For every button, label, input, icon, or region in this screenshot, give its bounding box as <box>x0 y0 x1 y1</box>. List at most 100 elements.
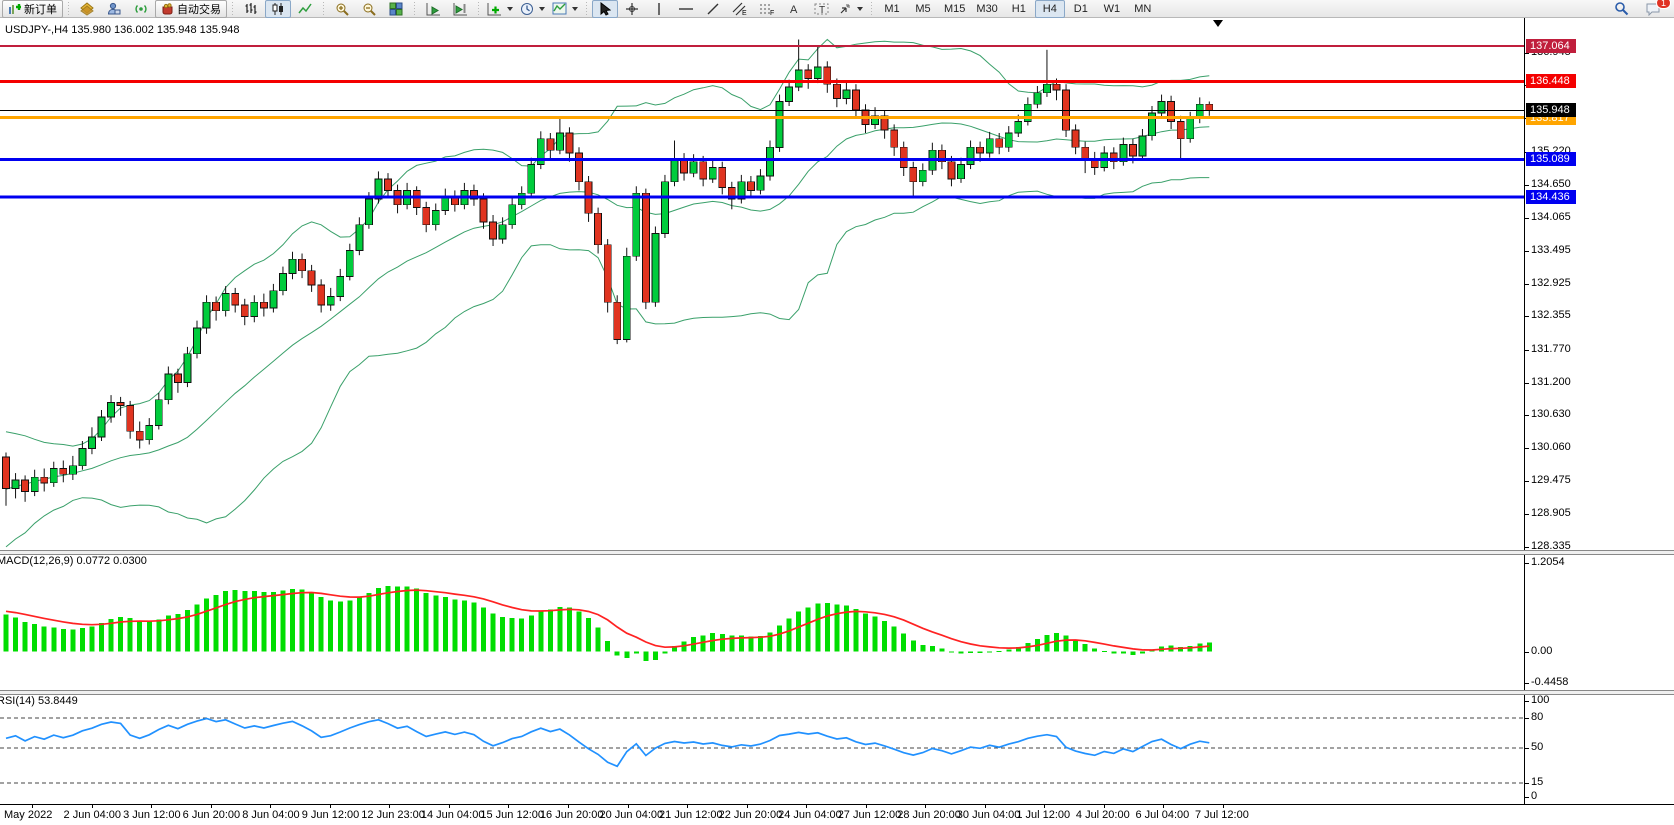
chart-shift-marker[interactable] <box>1213 20 1223 27</box>
rsi-tick-label: 100 <box>1531 694 1550 706</box>
axis-tick-mark <box>1525 701 1529 702</box>
chart-plot-area[interactable]: USDJPY-,H4 135.980 136.002 135.948 135.9… <box>0 18 1524 804</box>
fibonacci-button[interactable]: F <box>754 0 780 18</box>
time-tick-label: 6 Jun 20:00 <box>182 809 241 821</box>
auto-trading-button[interactable]: 自动交易 <box>155 0 227 18</box>
time-tick-mark <box>687 805 689 808</box>
price-level-badge: 134.436 <box>1526 190 1576 204</box>
signals-icon <box>134 2 148 16</box>
tf-button-m5[interactable]: M5 <box>915 2 931 15</box>
line-chart-button[interactable] <box>292 0 318 18</box>
pane-splitter-macd[interactable] <box>0 550 1674 555</box>
time-tick-label: 2 Jun 04:00 <box>63 809 122 821</box>
time-tick-mark <box>1163 805 1165 808</box>
tf-button-m30[interactable]: M30 <box>976 2 998 15</box>
crosshair-button[interactable] <box>619 0 645 18</box>
price-level-badge: 135.089 <box>1526 152 1576 166</box>
signals-button[interactable] <box>128 0 154 18</box>
rsi-tick-label: 0 <box>1531 790 1538 802</box>
pane-splitter-rsi[interactable] <box>0 690 1674 695</box>
candlestick-chart-button[interactable] <box>265 0 291 18</box>
time-tick-label: 15 Jun 12:00 <box>480 809 545 821</box>
trendline-button[interactable] <box>700 0 726 18</box>
indicators-button[interactable] <box>484 0 516 18</box>
text-label-button[interactable]: T <box>808 0 834 18</box>
market-watch-icon <box>79 1 95 16</box>
arrows-button[interactable] <box>835 0 866 18</box>
horizontal-line-icon <box>678 2 694 16</box>
chart-canvas[interactable] <box>0 18 1524 804</box>
time-tick-label: 28 Jun 20:00 <box>897 809 961 821</box>
toolbar-grip <box>412 1 417 16</box>
time-tick-mark <box>865 805 867 808</box>
time-tick-mark <box>91 805 93 808</box>
tf-button-h4[interactable]: H4 <box>1034 0 1065 18</box>
axis-tick-mark <box>1525 718 1529 719</box>
time-tick-mark <box>1044 805 1046 808</box>
svg-text:F: F <box>770 10 774 16</box>
new-order-icon <box>8 2 21 15</box>
toolbar-right: 1 <box>1608 0 1674 18</box>
new-order-button[interactable]: 新订单 <box>2 0 63 18</box>
indicators-icon <box>487 2 502 16</box>
channel-button[interactable]: E <box>727 0 753 18</box>
tf-button-w1[interactable]: W1 <box>1103 2 1121 15</box>
auto-scroll-icon <box>426 2 441 16</box>
chart-shift-icon <box>453 2 468 16</box>
templates-button[interactable] <box>549 0 581 18</box>
time-tick-mark <box>32 805 33 808</box>
price-tick-label: 132.925 <box>1531 277 1571 289</box>
toolbar-grip <box>321 1 326 16</box>
auto-scroll-button[interactable] <box>420 0 446 18</box>
tf-button-m1[interactable]: M1 <box>884 2 900 15</box>
svg-text:E: E <box>742 10 747 16</box>
chat-button[interactable]: 1 <box>1640 0 1671 18</box>
rsi-tick-label: 15 <box>1531 776 1544 788</box>
axis-tick-mark <box>1525 53 1529 54</box>
zoom-out-button[interactable] <box>356 0 382 18</box>
axis-tick-mark <box>1525 383 1529 384</box>
tf-button-d1[interactable]: D1 <box>1073 2 1088 15</box>
zoom-out-icon <box>362 2 376 16</box>
periods-button[interactable] <box>517 0 548 18</box>
time-tick-label: 3 Jun 12:00 <box>123 809 181 821</box>
time-tick-mark <box>448 805 450 808</box>
time-tick-label: 16 Jun 20:00 <box>539 809 604 821</box>
price-axis[interactable]: 136.945136.380135.805135.220134.650134.0… <box>1524 18 1674 804</box>
tf-button-h1[interactable]: H1 <box>1011 2 1026 15</box>
time-tick-mark <box>508 805 510 808</box>
navigator-icon <box>107 2 121 16</box>
navigator-button[interactable] <box>101 0 127 18</box>
bar-chart-button[interactable] <box>238 0 264 18</box>
time-tick-mark <box>389 805 391 808</box>
cursor-button[interactable] <box>592 0 618 18</box>
vertical-line-button[interactable] <box>646 0 672 18</box>
tile-windows-button[interactable] <box>383 0 409 18</box>
current-price-badge: 135.948 <box>1526 103 1576 117</box>
time-tick-mark <box>925 805 927 808</box>
chart-shift-button[interactable] <box>447 0 473 18</box>
zoom-in-button[interactable] <box>329 0 355 18</box>
main-toolbar: 新订单 自动交易 E F A T <box>0 0 1674 18</box>
text-button[interactable]: A <box>781 0 807 18</box>
tf-button-mn[interactable]: MN <box>1134 2 1152 15</box>
time-tick-label: 24 Jun 04:00 <box>778 809 842 821</box>
market-watch-button[interactable] <box>74 0 100 18</box>
toolbar-grip <box>584 1 589 16</box>
price-tick-label: 131.770 <box>1531 343 1571 355</box>
price-tick-label: 132.355 <box>1531 309 1571 321</box>
search-button[interactable] <box>1608 0 1634 18</box>
tf-button-m15[interactable]: M15 <box>944 2 966 15</box>
horizontal-line-button[interactable] <box>673 0 699 18</box>
time-tick-mark <box>270 805 272 808</box>
time-tick-label: 20 Jun 04:00 <box>599 809 664 821</box>
price-tick-label: 134.065 <box>1531 211 1571 223</box>
axis-tick-mark <box>1525 284 1529 285</box>
chevron-down-icon <box>507 6 513 11</box>
svg-text:T: T <box>819 5 825 16</box>
search-icon <box>1614 1 1629 16</box>
toolbar-grip <box>66 1 71 16</box>
time-axis[interactable]: May 2022 2 Jun 04:00 3 Jun 12:00 6 Jun 20:0… <box>0 804 1674 825</box>
time-tick-label: May 2022 <box>4 809 53 821</box>
time-tick-mark <box>746 805 748 808</box>
